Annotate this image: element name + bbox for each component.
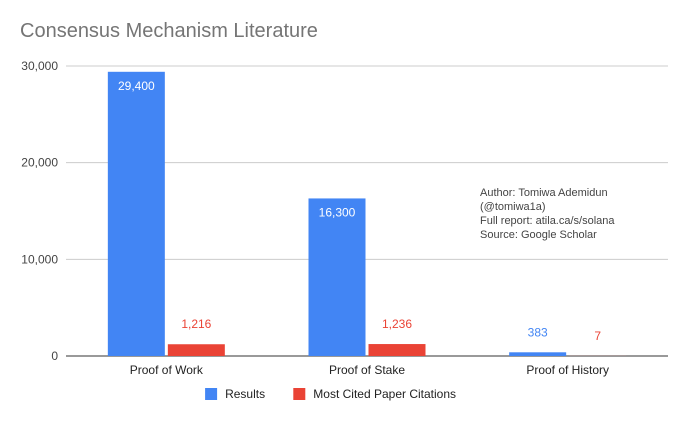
annotation-line: Full report: atila.ca/s/solana	[480, 215, 615, 227]
x-tick-label: Proof of Stake	[329, 363, 405, 377]
bar-results	[107, 71, 165, 357]
x-tick-label: Proof of Work	[130, 363, 204, 377]
legend-label: Results	[225, 387, 265, 401]
bar-citations	[167, 344, 225, 356]
y-tick-label: 30,000	[21, 59, 58, 73]
data-label: 1,236	[382, 317, 412, 331]
legend-swatch	[205, 388, 218, 400]
y-tick-label: 20,000	[21, 156, 58, 170]
bar-results	[308, 198, 366, 356]
annotation-line: (@tomiwa1a)	[480, 201, 546, 213]
data-label: 29,400	[118, 79, 155, 93]
y-tick-label: 0	[51, 349, 58, 363]
legend-swatch	[293, 388, 306, 400]
bar-results	[509, 352, 567, 356]
chart-title: Consensus Mechanism Literature	[20, 20, 318, 42]
data-label: 16,300	[319, 205, 356, 219]
legend-label: Most Cited Paper Citations	[313, 387, 456, 401]
chart-annotation: Author: Tomiwa Ademidun (@tomiwa1a) Full…	[480, 186, 615, 242]
data-label: 1,216	[181, 317, 211, 331]
annotation-line: Author: Tomiwa Ademidun	[480, 187, 608, 199]
data-label: 383	[528, 325, 548, 339]
x-tick-label: Proof of History	[526, 363, 609, 377]
data-label: 7	[594, 329, 601, 343]
annotation-line: Source: Google Scholar	[480, 229, 597, 241]
y-tick-label: 10,000	[21, 252, 58, 266]
bar-citations	[368, 344, 426, 356]
